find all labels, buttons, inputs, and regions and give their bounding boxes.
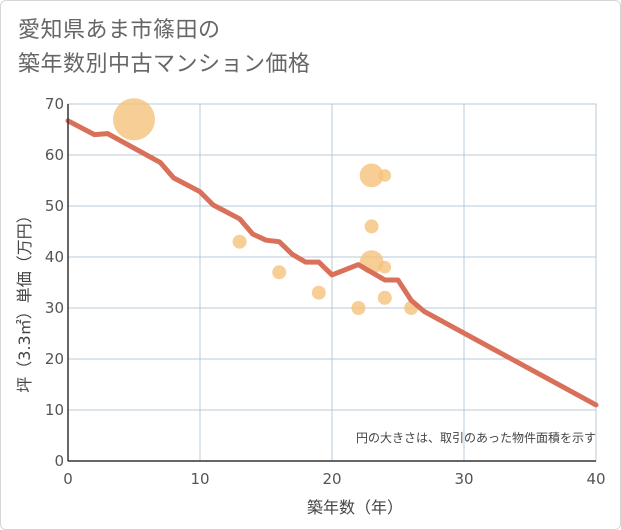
y-tick-label: 50 [45, 197, 64, 215]
size-note: 円の大きさは、取引のあった物件面積を示す [356, 430, 596, 445]
title-line-1: 愛知県あま市篠田の [18, 18, 221, 43]
bubble-layer [113, 98, 419, 315]
x-tick-label: 0 [63, 470, 73, 488]
x-tick-label: 40 [586, 470, 605, 488]
data-point [378, 169, 392, 182]
x-tick-label: 10 [190, 470, 209, 488]
y-tick-label: 70 [45, 95, 64, 113]
data-point [272, 265, 287, 280]
data-point [113, 98, 155, 141]
data-point [311, 285, 326, 300]
y-axis-label: 坪（3.3㎡）単価（万円） [15, 207, 34, 392]
trend-line [65, 118, 599, 408]
axis-layer: 0 10 20 30 40 50 60 70 0 10 20 30 40 [45, 95, 606, 488]
data-point [364, 219, 379, 234]
x-axis-label: 築年数（年） [307, 498, 403, 517]
data-point [351, 301, 366, 315]
chart-title: 愛知県あま市篠田の 築年数別中古マンション価格 [18, 14, 311, 82]
title-line-2: 築年数別中古マンション価格 [18, 52, 311, 77]
y-tick-label: 10 [45, 401, 64, 419]
x-tick-label: 20 [322, 470, 341, 488]
y-tick-label: 40 [45, 248, 64, 266]
y-tick-label: 30 [45, 299, 64, 317]
y-tick-label: 20 [45, 350, 64, 368]
x-tick-label: 30 [454, 470, 473, 488]
data-point [377, 290, 392, 305]
y-tick-label: 60 [45, 146, 64, 164]
data-point [378, 260, 392, 274]
y-tick-label: 0 [54, 452, 64, 470]
trend-line-layer [65, 118, 599, 408]
data-point [232, 234, 247, 249]
data-point [359, 163, 384, 188]
